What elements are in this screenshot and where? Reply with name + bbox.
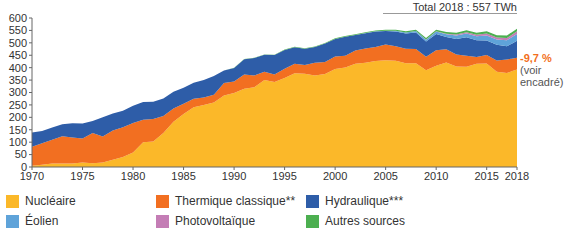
svg-text:0: 0 <box>21 161 27 173</box>
svg-text:2018: 2018 <box>505 170 529 182</box>
svg-text:600: 600 <box>9 12 27 24</box>
svg-text:1975: 1975 <box>70 170 94 182</box>
svg-text:550: 550 <box>9 24 27 36</box>
svg-text:150: 150 <box>9 124 27 136</box>
svg-text:200: 200 <box>9 111 27 123</box>
html-text:Hydraulique***: Hydraulique*** <box>325 194 403 208</box>
html-text:Thermique classique**: Thermique classique** <box>175 194 296 208</box>
svg-text:2010: 2010 <box>424 170 448 182</box>
svg-text:1990: 1990 <box>222 170 246 182</box>
html-text:(voir encadré): (voir encadré) <box>520 64 564 88</box>
svg-text:1980: 1980 <box>121 170 145 182</box>
svg-text:2000: 2000 <box>323 170 347 182</box>
html-text:Éolien: Éolien <box>25 214 59 228</box>
html-text:-9,7 %: -9,7 % <box>520 52 552 64</box>
html-text:Autres sources: Autres sources <box>325 214 405 228</box>
svg-text:450: 450 <box>9 49 27 61</box>
svg-text:250: 250 <box>9 99 27 111</box>
html-text:Photovoltaïque: Photovoltaïque <box>175 214 256 228</box>
html-text:Nucléaire: Nucléaire <box>25 194 76 208</box>
svg-text:300: 300 <box>9 86 27 98</box>
svg-text:500: 500 <box>9 37 27 49</box>
svg-text:50: 50 <box>15 148 27 160</box>
svg-text:1995: 1995 <box>272 170 296 182</box>
svg-text:400: 400 <box>9 62 27 74</box>
svg-text:100: 100 <box>9 136 27 148</box>
svg-text:1985: 1985 <box>171 170 195 182</box>
svg-text:2005: 2005 <box>373 170 397 182</box>
html-text:Total 2018 : 557 TWh: Total 2018 : 557 TWh <box>412 1 517 13</box>
svg-text:1970: 1970 <box>19 169 45 182</box>
svg-text:350: 350 <box>9 74 27 86</box>
svg-text:2015: 2015 <box>474 170 498 182</box>
